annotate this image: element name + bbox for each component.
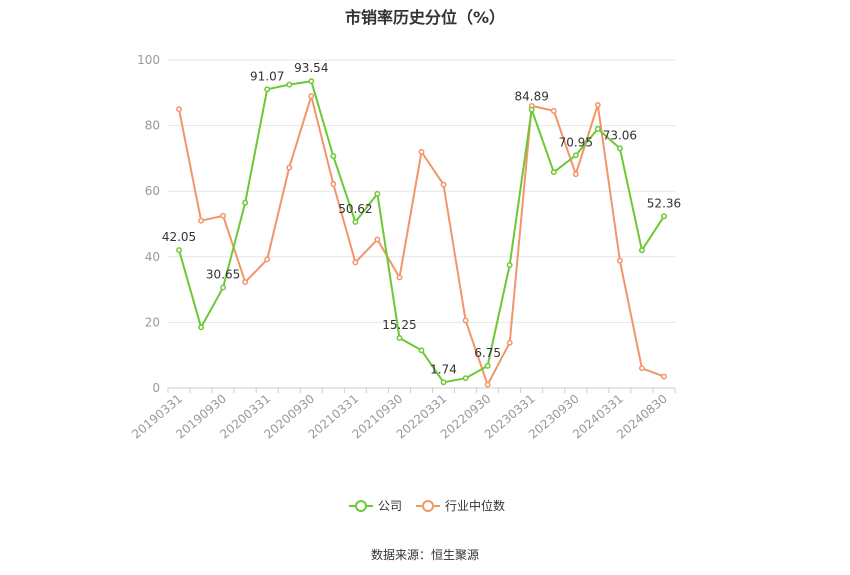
data-label: 6.75: [474, 346, 501, 360]
data-point: [616, 257, 623, 264]
data-point: [484, 381, 491, 388]
data-point: [176, 247, 182, 254]
data-label: 84.89: [515, 90, 549, 104]
data-point: [638, 247, 645, 254]
data-point: [550, 107, 557, 114]
data-point: [440, 181, 447, 188]
data-point: [176, 106, 182, 113]
data-point: [242, 199, 249, 206]
data-point: [308, 78, 315, 85]
y-tick-label: 20: [145, 315, 160, 329]
data-point: [528, 106, 535, 113]
legend-marker-0: [355, 500, 367, 512]
data-point: [572, 171, 579, 178]
data-point: [264, 256, 271, 263]
y-tick-label: 0: [152, 381, 160, 395]
data-point: [396, 274, 403, 281]
data-point: [506, 262, 513, 268]
data-point: [198, 217, 205, 224]
data-point: [440, 379, 447, 386]
y-tick-label: 40: [145, 250, 160, 264]
data-point: [286, 164, 293, 171]
legend-label-0: 公司: [378, 499, 402, 513]
source-text: 数据来源：恒生聚源: [370, 548, 479, 562]
data-label: 42.05: [162, 230, 196, 244]
data-point: [374, 190, 381, 197]
legend-label-1: 行业中位数: [445, 498, 505, 513]
legend-marker-1: [422, 500, 434, 512]
data-point: [374, 236, 381, 243]
data-point: [330, 181, 337, 187]
data-label: 30.65: [206, 267, 240, 281]
y-tick-label: 80: [145, 119, 160, 133]
data-point: [418, 347, 425, 354]
data-point: [661, 373, 667, 380]
data-label: 91.07: [250, 69, 284, 83]
data-point: [396, 335, 403, 341]
data-point: [198, 324, 205, 331]
data-point: [616, 145, 623, 152]
y-tick-label: 60: [145, 184, 160, 198]
data-point: [418, 148, 425, 155]
data-point: [550, 169, 557, 176]
data-point: [308, 93, 315, 100]
data-point: [352, 259, 359, 266]
data-point: [484, 362, 491, 369]
data-point: [286, 81, 293, 88]
data-point: [352, 219, 359, 225]
data-point: [638, 365, 645, 372]
data-label: 73.06: [603, 128, 637, 142]
data-label: 93.54: [294, 61, 328, 75]
data-point: [462, 317, 469, 324]
data-label: 52.36: [647, 196, 681, 210]
data-label: 15.25: [382, 318, 416, 332]
data-point: [594, 101, 601, 108]
data-point: [242, 279, 249, 286]
data-label: 1.74: [430, 362, 457, 376]
data-point: [220, 212, 227, 219]
data-label: 70.95: [559, 135, 593, 149]
data-label: 50.62: [338, 202, 372, 216]
data-point: [462, 375, 469, 382]
data-point: [572, 152, 579, 159]
data-point: [594, 125, 601, 132]
data-point: [264, 86, 271, 93]
data-point: [220, 284, 227, 291]
data-point: [661, 213, 667, 220]
chart-title: 市销率历史分位（%）: [344, 8, 506, 27]
y-tick-label: 100: [137, 53, 160, 67]
data-point: [506, 339, 513, 346]
data-point: [330, 153, 337, 160]
